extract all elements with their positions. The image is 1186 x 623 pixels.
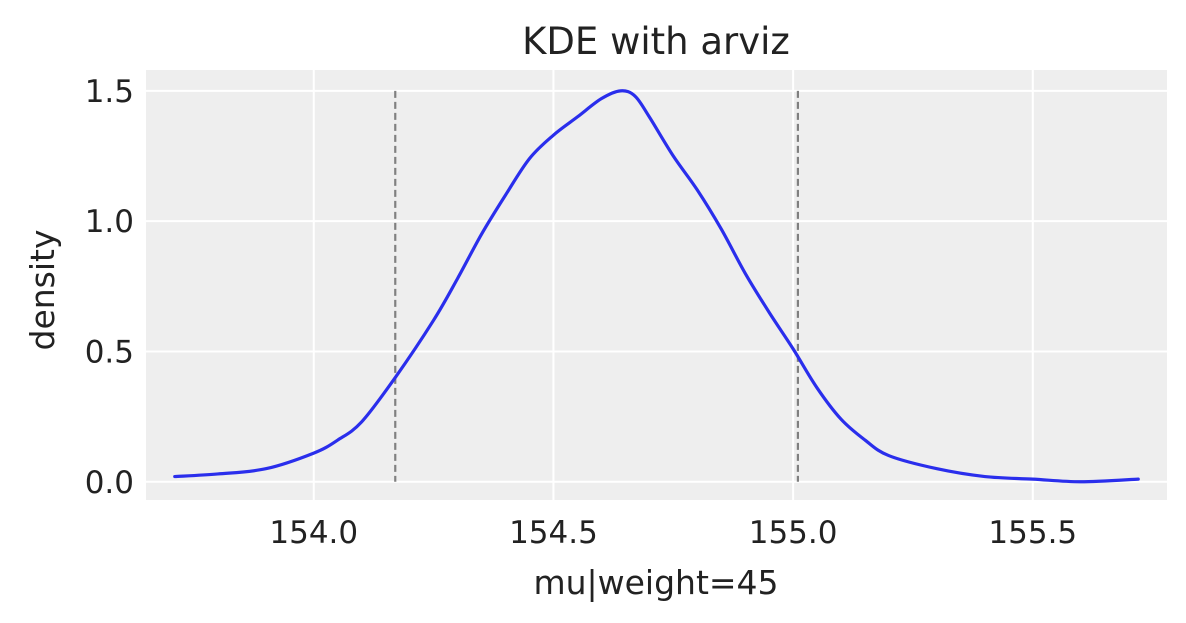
x-tick-label: 154.0	[269, 515, 358, 551]
plot-area	[146, 70, 1167, 500]
y-tick-label: 0.0	[85, 465, 134, 501]
x-axis-label: mu|weight=45	[533, 563, 778, 602]
grid-lines	[146, 70, 1167, 500]
y-tick-label: 1.5	[85, 74, 134, 110]
interval-lines	[394, 90, 800, 482]
x-tick-label: 155.5	[988, 515, 1077, 551]
y-tick-label: 1.0	[85, 204, 134, 240]
x-tick-label: 155.0	[749, 515, 838, 551]
x-tick-label: 154.5	[509, 515, 598, 551]
y-tick-labels: 0.0 0.5 1.0 1.5	[85, 74, 134, 501]
y-axis-label: density	[23, 230, 62, 351]
x-tick-labels: 154.0 154.5 155.0 155.5	[269, 515, 1077, 551]
chart-title: KDE with arviz	[522, 20, 790, 63]
y-tick-label: 0.5	[85, 334, 134, 370]
kde-density-line	[173, 89, 1140, 484]
